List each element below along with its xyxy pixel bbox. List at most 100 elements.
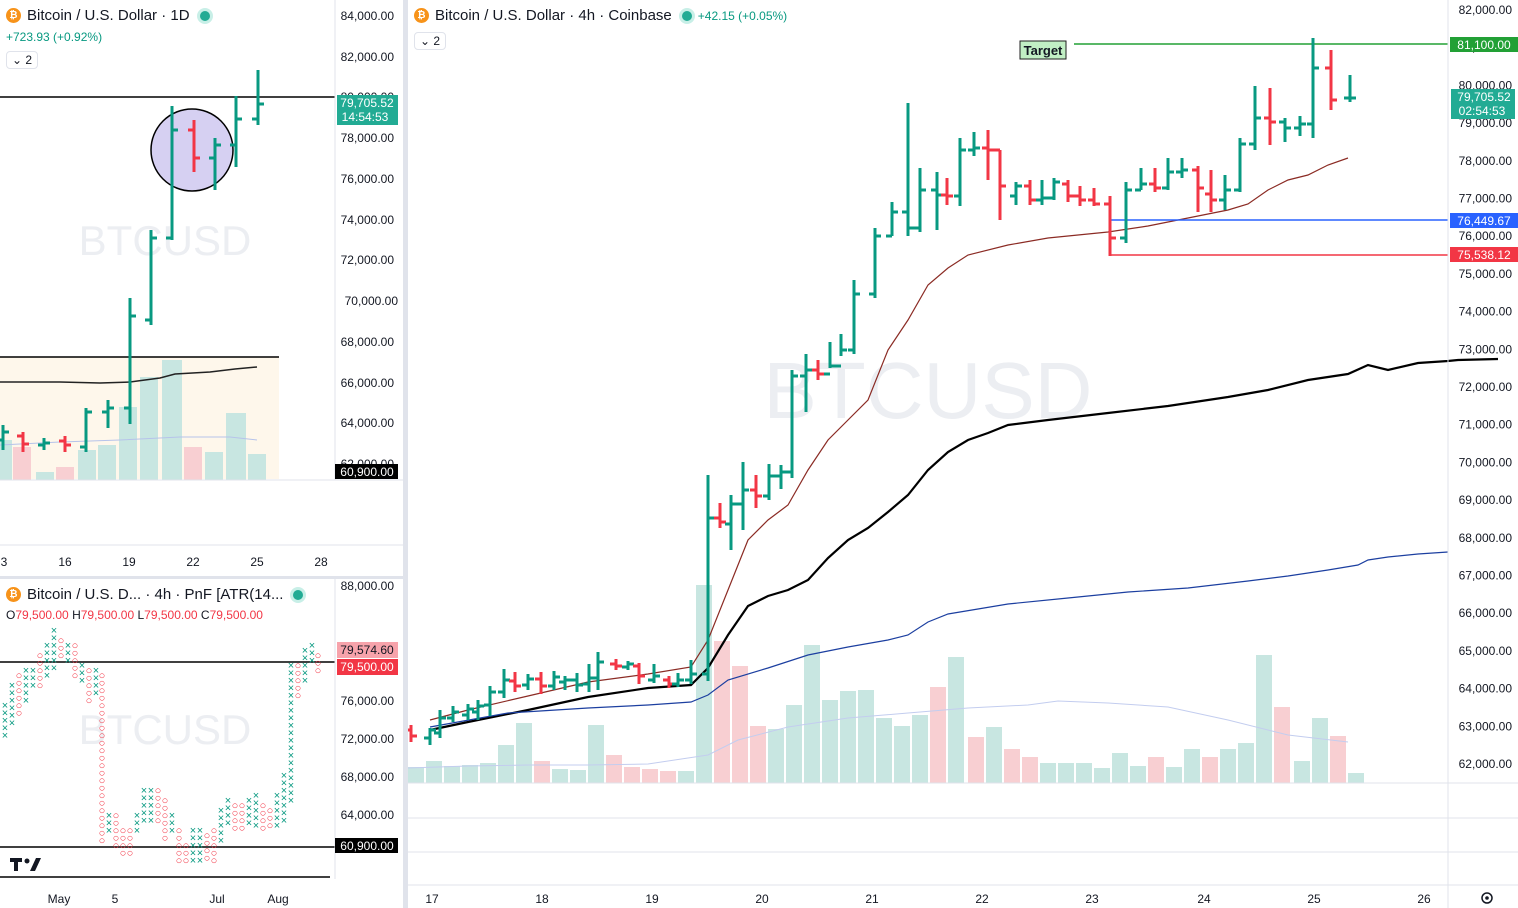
y-tick: 68,000.00 [1459,531,1513,545]
pnf-o-mark: ○ [211,825,218,837]
pnf-o-mark: ○ [16,685,23,697]
bitcoin-icon: ₿ [6,8,21,23]
up-bar [725,495,737,550]
pnf-o-mark: ○ [99,670,106,682]
pnf-o-mark: ○ [37,665,44,677]
pnf-o-mark: ○ [86,665,93,677]
y-tick: 68,000.00 [341,770,395,784]
pane-divider-vertical[interactable] [403,0,408,908]
volume-bar [1294,761,1310,783]
pnf-o-mark: ○ [239,815,246,827]
pnf-x-mark: × [23,695,29,707]
main-chart-pane[interactable]: ₿ Bitcoin / U.S. Dollar · 4h · Coinbase … [408,0,1518,908]
y-tick: 76,000.00 [341,172,395,186]
up-bar [869,228,881,298]
y-tick: 73,000.00 [1459,342,1513,356]
volume-bar [498,745,514,783]
pnf-x-mark: × [23,680,29,692]
pnf-x-mark: × [288,773,294,785]
pnf-o-mark: ○ [315,665,322,677]
red-level-label: 75,538.12 [1457,248,1511,262]
pnf-x-mark: × [93,680,99,692]
daily-level-label: 60,900.00 [340,465,394,479]
pnf-x-mark: × [134,818,140,830]
pane-divider-horizontal[interactable] [0,576,403,579]
pnf-x-mark: × [302,653,308,665]
pnf-o-mark: ○ [295,660,302,672]
pnf-o-mark: ○ [37,650,44,662]
main-chart-canvas[interactable]: BTCUSD Target 82,000.0081,000.0080,000.0… [408,0,1518,908]
daily-title: Bitcoin / U.S. Dollar · 1D [27,7,190,24]
up-bar [472,700,484,720]
x-tick: May [48,892,71,906]
target-label-box[interactable] [1019,40,1067,60]
pnf-x-mark: × [218,805,224,817]
pnf-o-mark: ○ [16,700,23,712]
pnf-o-mark: ○ [211,848,218,860]
pnf-time-axis[interactable]: May 5 Jul Aug [48,892,289,906]
daily-chart-canvas[interactable]: BTCUSD [0,0,403,576]
volume-bar [624,767,640,783]
red-level-badge [1450,247,1518,262]
daily-collapse-button[interactable]: ⌄ 2 [6,51,39,69]
pnf-x-mark: × [190,833,196,845]
pnf-x-mark: × [274,790,280,802]
main-price-axis[interactable]: 82,000.0081,000.0080,000.0079,000.0078,0… [1459,3,1513,771]
pnf-o-mark: ○ [86,688,93,700]
pnf-x-mark: × [281,808,287,820]
pnf-o-mark: ○ [99,753,106,765]
y-tick: 64,000.00 [341,416,395,430]
daily-time-axis[interactable]: 3 16 19 22 25 28 [1,555,328,569]
target-price-badge [1450,37,1518,52]
up-bar [786,370,798,478]
ma-brown-line [429,157,1349,721]
pnf-o-mark: ○ [295,668,302,680]
pnf-x-mark: × [44,648,50,660]
y-tick: 64,000.00 [341,808,395,822]
pnf-o-mark: ○ [295,690,302,702]
pnf-o-mark: ○ [232,823,239,835]
pnf-chart-canvas[interactable]: BTCUSD ×××××××××××○○○○○○××××××××○○○○○×××… [0,579,403,908]
pnf-x-mark: × [288,788,294,800]
volume-bar [408,767,424,783]
main-time-axis[interactable]: 17 18 19 20 21 22 23 24 25 26 [425,892,1431,906]
main-price-badge [1451,89,1515,119]
daily-chart-pane[interactable]: ₿ Bitcoin / U.S. Dollar · 1D +723.93 (+0… [0,0,403,576]
pnf-x-mark: × [288,758,294,770]
pnf-x-mark: × [190,855,196,867]
down-bar [1205,170,1217,212]
pnf-price-axis[interactable]: 88,000.00 76,000.00 72,000.00 68,000.00 … [341,579,395,822]
down-bar [408,725,417,742]
circle-drawing[interactable] [150,108,234,192]
settings-gear-icon[interactable] [1481,892,1493,904]
pnf-x-mark: × [190,840,196,852]
y-tick: 62,000.00 [1459,757,1513,771]
pnf-x-mark: × [274,805,280,817]
pnf-o-mark: ○ [211,855,218,867]
volume-bar [462,765,478,783]
pnf-x-mark: × [309,648,315,660]
volume-bar [1184,749,1200,783]
pnf-x-mark: × [274,813,280,825]
up-bar [672,673,684,687]
pnf-o-mark: ○ [127,840,134,852]
pnf-chart-pane[interactable]: ₿ Bitcoin / U.S. D... · 4h · PnF [ATR(14… [0,579,403,908]
pnf-x-mark: × [9,710,15,722]
pnf-o-mark: ○ [99,708,106,720]
pnf-o-mark: ○ [113,840,120,852]
main-collapse-button[interactable]: ⌄ 2 [414,32,447,50]
volume-bar [986,727,1002,783]
down-bar [1149,168,1161,192]
up-bar [1048,178,1060,200]
down-bar [1264,88,1276,145]
pnf-o-mark: ○ [162,803,169,815]
volume-bar [1202,757,1218,783]
pnf-x-mark: × [253,805,259,817]
volume-bar [1348,773,1364,783]
daily-price-axis[interactable]: 84,000.00 82,000.00 80,000.00 78,000.00 … [341,9,399,471]
down-bar [1088,188,1100,206]
target-label: Target [1024,43,1063,58]
tradingview-logo-icon[interactable] [10,855,42,873]
pnf-x-mark: × [309,640,315,652]
y-tick: 72,000.00 [341,253,395,267]
